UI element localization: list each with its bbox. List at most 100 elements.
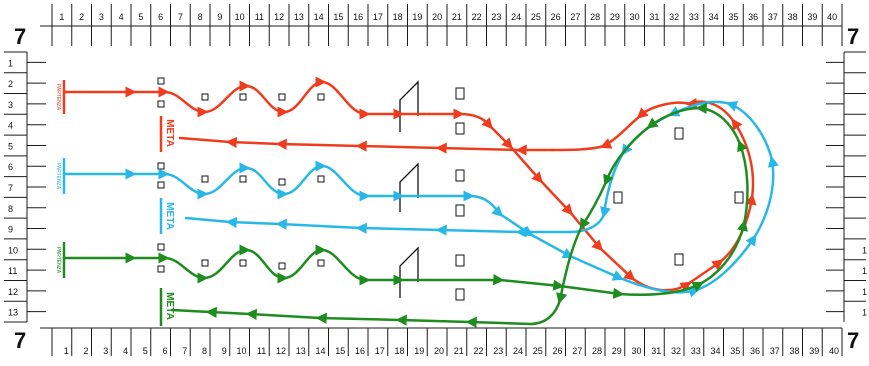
red-route-slalom [62,76,432,120]
row-label: 13 [8,308,18,318]
top-column-labels: 1 2 3 4 5 6 7 8 9 10 11 12 13 14 15 16 17 18 19 20 21 22 23 24 2… [59,12,837,22]
right-row-labels: 1 1 1 1 [862,245,867,317]
cone [239,259,247,267]
column-label: 19 [414,346,424,356]
column-label: 24 [511,12,521,22]
column-label: 14 [314,12,324,22]
column-label: 4 [119,12,124,22]
column-label: 39 [809,346,819,356]
cone [278,178,286,186]
cone [157,243,165,251]
column-label: 32 [671,346,681,356]
column-label: 13 [296,346,306,356]
ramp-symbol [399,162,419,212]
cone [239,175,247,183]
marker-box [674,253,684,266]
column-label: 35 [730,346,740,356]
column-label: 9 [217,12,222,22]
column-label: 1 [59,12,64,22]
column-label: 4 [123,346,128,356]
column-label: 29 [610,12,620,22]
column-label: 23 [491,12,501,22]
column-label: 8 [202,346,207,356]
cone [201,175,209,183]
marker-box [455,204,465,217]
column-label: 35 [728,12,738,22]
column-label: 34 [710,346,720,356]
column-label: 30 [631,346,641,356]
row-label: 2 [8,79,13,89]
column-label: 20 [434,346,444,356]
column-label: 21 [452,12,462,22]
right-row-label: 1 [862,245,867,255]
row-label: 6 [8,162,13,172]
column-label: 3 [99,12,104,22]
column-label: 22 [472,12,482,22]
column-label: 16 [353,12,363,22]
column-label: 7 [182,346,187,356]
column-label: 23 [493,346,503,356]
bottom-column-labels: 1 2 3 4 5 6 7 8 9 10 11 12 13 14 15 16 17 18 19 20 21 22 23 24 2… [64,346,839,356]
column-label: 19 [412,12,422,22]
corner-label-bottom-left: 7 [14,328,26,353]
row-label: 8 [8,204,13,214]
cone [317,93,325,101]
column-label: 39 [807,12,817,22]
green-finish-label: META [164,292,175,320]
column-label: 18 [394,346,404,356]
column-label: 6 [162,346,167,356]
column-label: 27 [570,12,580,22]
green-route-slalom [62,244,442,286]
cone [157,100,165,108]
right-row-label: 1 [862,266,867,276]
column-label: 6 [158,12,163,22]
corner-label-bottom-right: 7 [847,328,859,353]
column-label: 33 [689,12,699,22]
cone [239,93,247,101]
column-label: 13 [294,12,304,22]
row-label: 12 [8,287,18,297]
column-label: 14 [315,346,325,356]
corner-label-top-left: 7 [14,24,26,49]
column-label: 40 [827,12,837,22]
column-label: 10 [235,12,245,22]
red-start-label: PARTENZA [55,84,61,111]
column-label: 31 [649,12,659,22]
column-label: 17 [373,12,383,22]
column-label: 38 [789,346,799,356]
column-label: 28 [592,346,602,356]
cone [157,265,165,273]
cone [278,262,286,270]
red-finish-label: META [164,119,175,147]
column-label: 15 [333,12,343,22]
cyan-route-slalom [62,160,442,202]
red-route-return [178,136,554,156]
column-label: 26 [552,346,562,356]
cyan-start-label: PARTENZA [55,163,61,190]
column-label: 36 [750,346,760,356]
green-route-return [170,306,532,328]
green-lane-markers: PARTENZA META [55,242,175,326]
cone [157,162,165,170]
column-label: 5 [143,346,148,356]
column-label: 17 [375,346,385,356]
column-label: 28 [590,12,600,22]
column-label: 12 [276,346,286,356]
ruler-ticks [4,4,866,356]
green-route [62,102,749,328]
green-start-label: PARTENZA [55,247,61,274]
marker-box [613,191,623,204]
cyan-finish-label: META [164,202,175,230]
column-label: 1 [64,346,69,356]
column-label: 11 [255,12,264,22]
column-label: 24 [513,346,523,356]
green-route-exit [438,102,749,326]
column-label: 37 [770,346,780,356]
row-label: 9 [8,225,13,235]
marker-box [455,288,465,301]
marker-box [455,254,465,267]
row-label: 3 [8,100,13,110]
column-label: 25 [533,346,543,356]
